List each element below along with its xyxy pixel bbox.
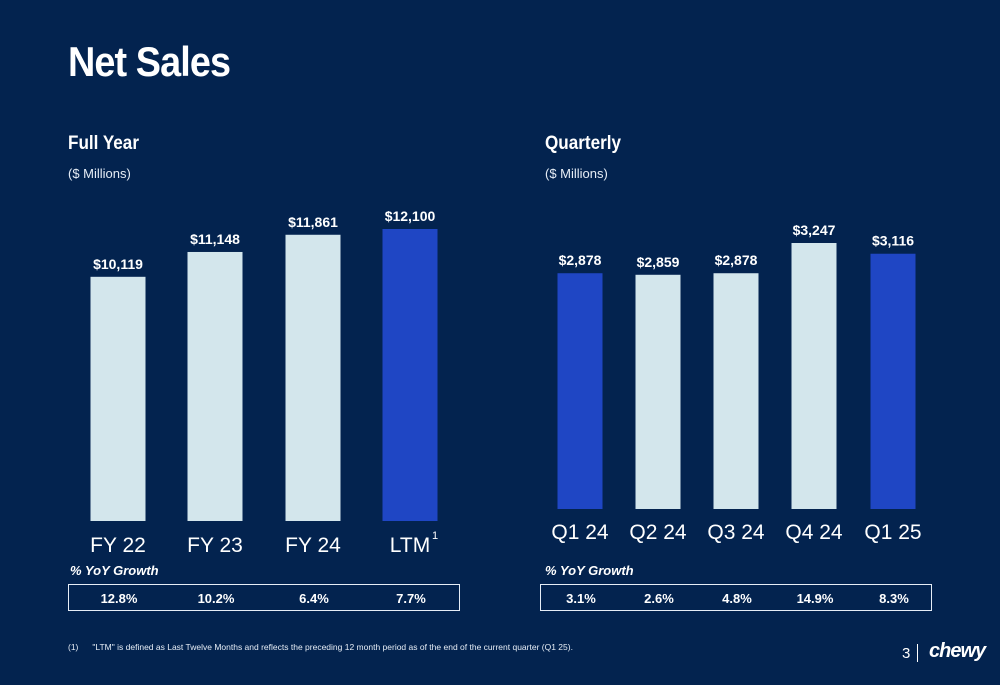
q-bar-3 (791, 243, 837, 509)
fy-bar-0 (90, 276, 146, 521)
fy-value-label-1: $11,148 (190, 231, 240, 247)
page-number: 3 (902, 645, 911, 662)
fy-growth-value-3: 7.7% (396, 591, 426, 606)
q-category-label-3: Q4 24 (785, 521, 843, 544)
q-value-label-0: $2,878 (559, 252, 602, 268)
quarterly-subtitle: ($ Millions) (545, 166, 608, 181)
q-value-label-4: $3,116 (872, 233, 914, 249)
q-category-label-2: Q3 24 (707, 521, 765, 544)
full-year-growth-title: % YoY Growth (70, 563, 159, 578)
quarterly-growth-table: 3.1% 2.6% 4.8% 14.9% 8.3% (540, 584, 932, 611)
q-bar-1 (635, 274, 681, 509)
fy-category-label-2: FY 24 (285, 534, 341, 557)
fy-growth-value-1: 10.2% (197, 591, 235, 606)
q-category-label-1: Q2 24 (629, 521, 687, 544)
footnote-number: (1) (68, 642, 79, 652)
fy-value-label-3: $12,100 (385, 208, 436, 224)
fy-category-superscript-3: 1 (432, 530, 438, 542)
full-year-growth-table: 12.8% 10.2% 6.4% 7.7% (68, 584, 460, 611)
quarterly-growth-title: % YoY Growth (545, 563, 634, 578)
q-value-label-3: $3,247 (793, 222, 836, 238)
chewy-logo: chewy (929, 640, 986, 662)
q-growth-value-2: 4.8% (722, 591, 752, 606)
q-growth-value-3: 14.9% (796, 591, 834, 606)
fy-bar-1 (187, 251, 243, 521)
q-bar-4 (870, 253, 916, 509)
full-year-subtitle: ($ Millions) (68, 166, 131, 181)
footnote-text: "LTM" is defined as Last Twelve Months a… (92, 642, 573, 652)
q-bar-2 (713, 273, 759, 509)
q-category-label-4: Q1 25 (864, 521, 921, 544)
fy-category-label-3: LTM (390, 534, 430, 557)
fy-category-label-1: FY 23 (187, 534, 243, 557)
fy-bar-2 (285, 234, 341, 521)
footnote: (1) "LTM" is defined as Last Twelve Mont… (68, 642, 573, 652)
fy-value-label-0: $10,119 (93, 256, 143, 272)
q-growth-value-4: 8.3% (879, 591, 909, 606)
footer-divider (917, 644, 918, 662)
q-bar-0 (557, 273, 603, 509)
q-category-label-0: Q1 24 (551, 521, 609, 544)
fy-category-label-0: FY 22 (90, 534, 146, 557)
page-title: Net Sales (68, 38, 231, 85)
fy-bar-3 (382, 229, 438, 521)
q-growth-value-1: 2.6% (644, 591, 674, 606)
fy-growth-value-2: 6.4% (299, 591, 329, 606)
q-value-label-2: $2,878 (715, 252, 758, 268)
quarterly-title: Quarterly (545, 133, 622, 154)
q-growth-value-0: 3.1% (566, 591, 596, 606)
fy-growth-value-0: 12.8% (100, 591, 138, 606)
fy-value-label-2: $11,861 (288, 214, 338, 230)
q-value-label-1: $2,859 (637, 254, 680, 270)
full-year-title: Full Year (68, 133, 139, 154)
